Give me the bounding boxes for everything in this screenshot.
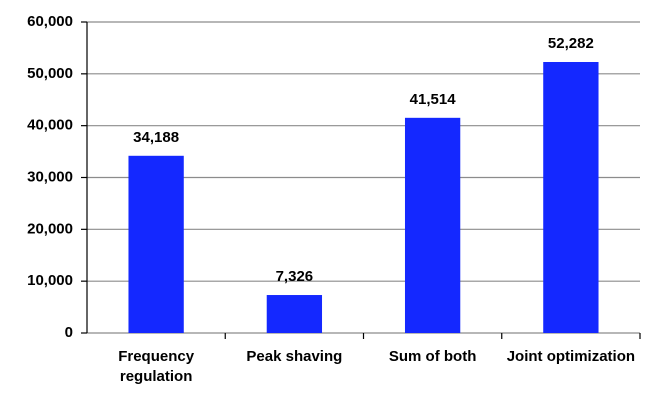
value-label: 7,326 (276, 268, 314, 285)
value-label: 41,514 (410, 91, 457, 108)
y-tick-label: 0 (65, 324, 73, 341)
y-tick-label: 40,000 (27, 117, 73, 134)
bar (404, 117, 461, 334)
y-tick-label: 30,000 (27, 168, 73, 185)
y-tick-label: 10,000 (27, 272, 73, 289)
bar (266, 295, 323, 333)
x-tick-label: Frequency regulation (118, 348, 195, 385)
bar (128, 155, 184, 333)
y-tick-label: 50,000 (27, 65, 73, 82)
y-tick-label: 60,000 (27, 13, 73, 30)
x-tick-label: Peak shaving (246, 348, 343, 365)
bar (543, 62, 599, 333)
x-tick-label: Joint optimization (506, 348, 636, 365)
value-label: 52,282 (548, 35, 594, 52)
value-label: 34,188 (133, 129, 179, 146)
x-tick-label: Sum of both (388, 348, 477, 365)
y-tick-label: 20,000 (27, 220, 73, 237)
